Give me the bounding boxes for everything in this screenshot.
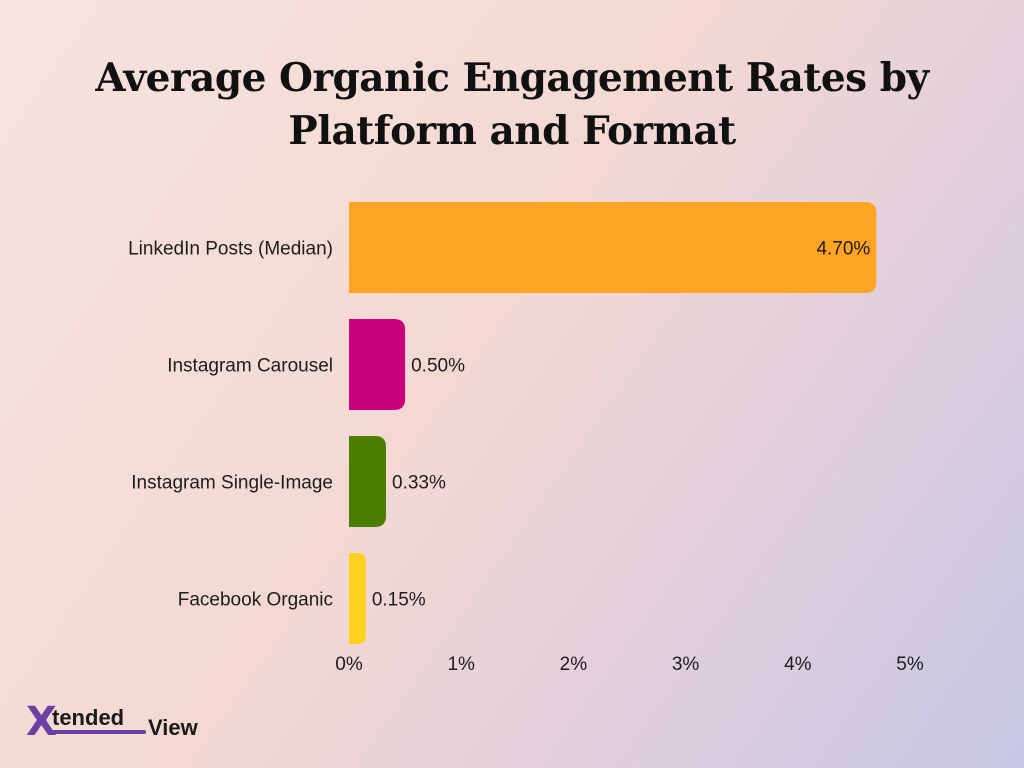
chart-title: Average Organic Engagement Rates by Plat…: [95, 55, 929, 154]
logo-word-view: View: [148, 715, 198, 740]
bar: [349, 202, 877, 293]
category-label: Facebook Organic: [178, 590, 333, 611]
bar: [349, 436, 387, 527]
logo-word-tended: tended: [52, 705, 125, 730]
x-tick-label: 2%: [560, 654, 588, 675]
category-label: Instagram Single-Image: [131, 473, 333, 494]
x-tick-label: 5%: [896, 654, 924, 675]
bar: [349, 319, 406, 410]
category-label: LinkedIn Posts (Median): [128, 239, 333, 260]
x-tick-label: 1%: [447, 654, 475, 675]
data-label: 0.33%: [392, 473, 446, 494]
category-label: Instagram Carousel: [167, 356, 333, 377]
data-label: 0.50%: [411, 356, 465, 377]
x-tick-label: 4%: [784, 654, 812, 675]
data-label: 0.15%: [372, 590, 426, 611]
bar: [349, 553, 366, 644]
xtendedview-logo: X tended View: [26, 700, 226, 748]
x-tick-label: 0%: [335, 654, 363, 675]
x-tick-label: 3%: [672, 654, 700, 675]
data-label: 4.70%: [816, 239, 870, 260]
logo-x-mark: X: [26, 699, 57, 745]
logo-underline: [48, 730, 146, 734]
